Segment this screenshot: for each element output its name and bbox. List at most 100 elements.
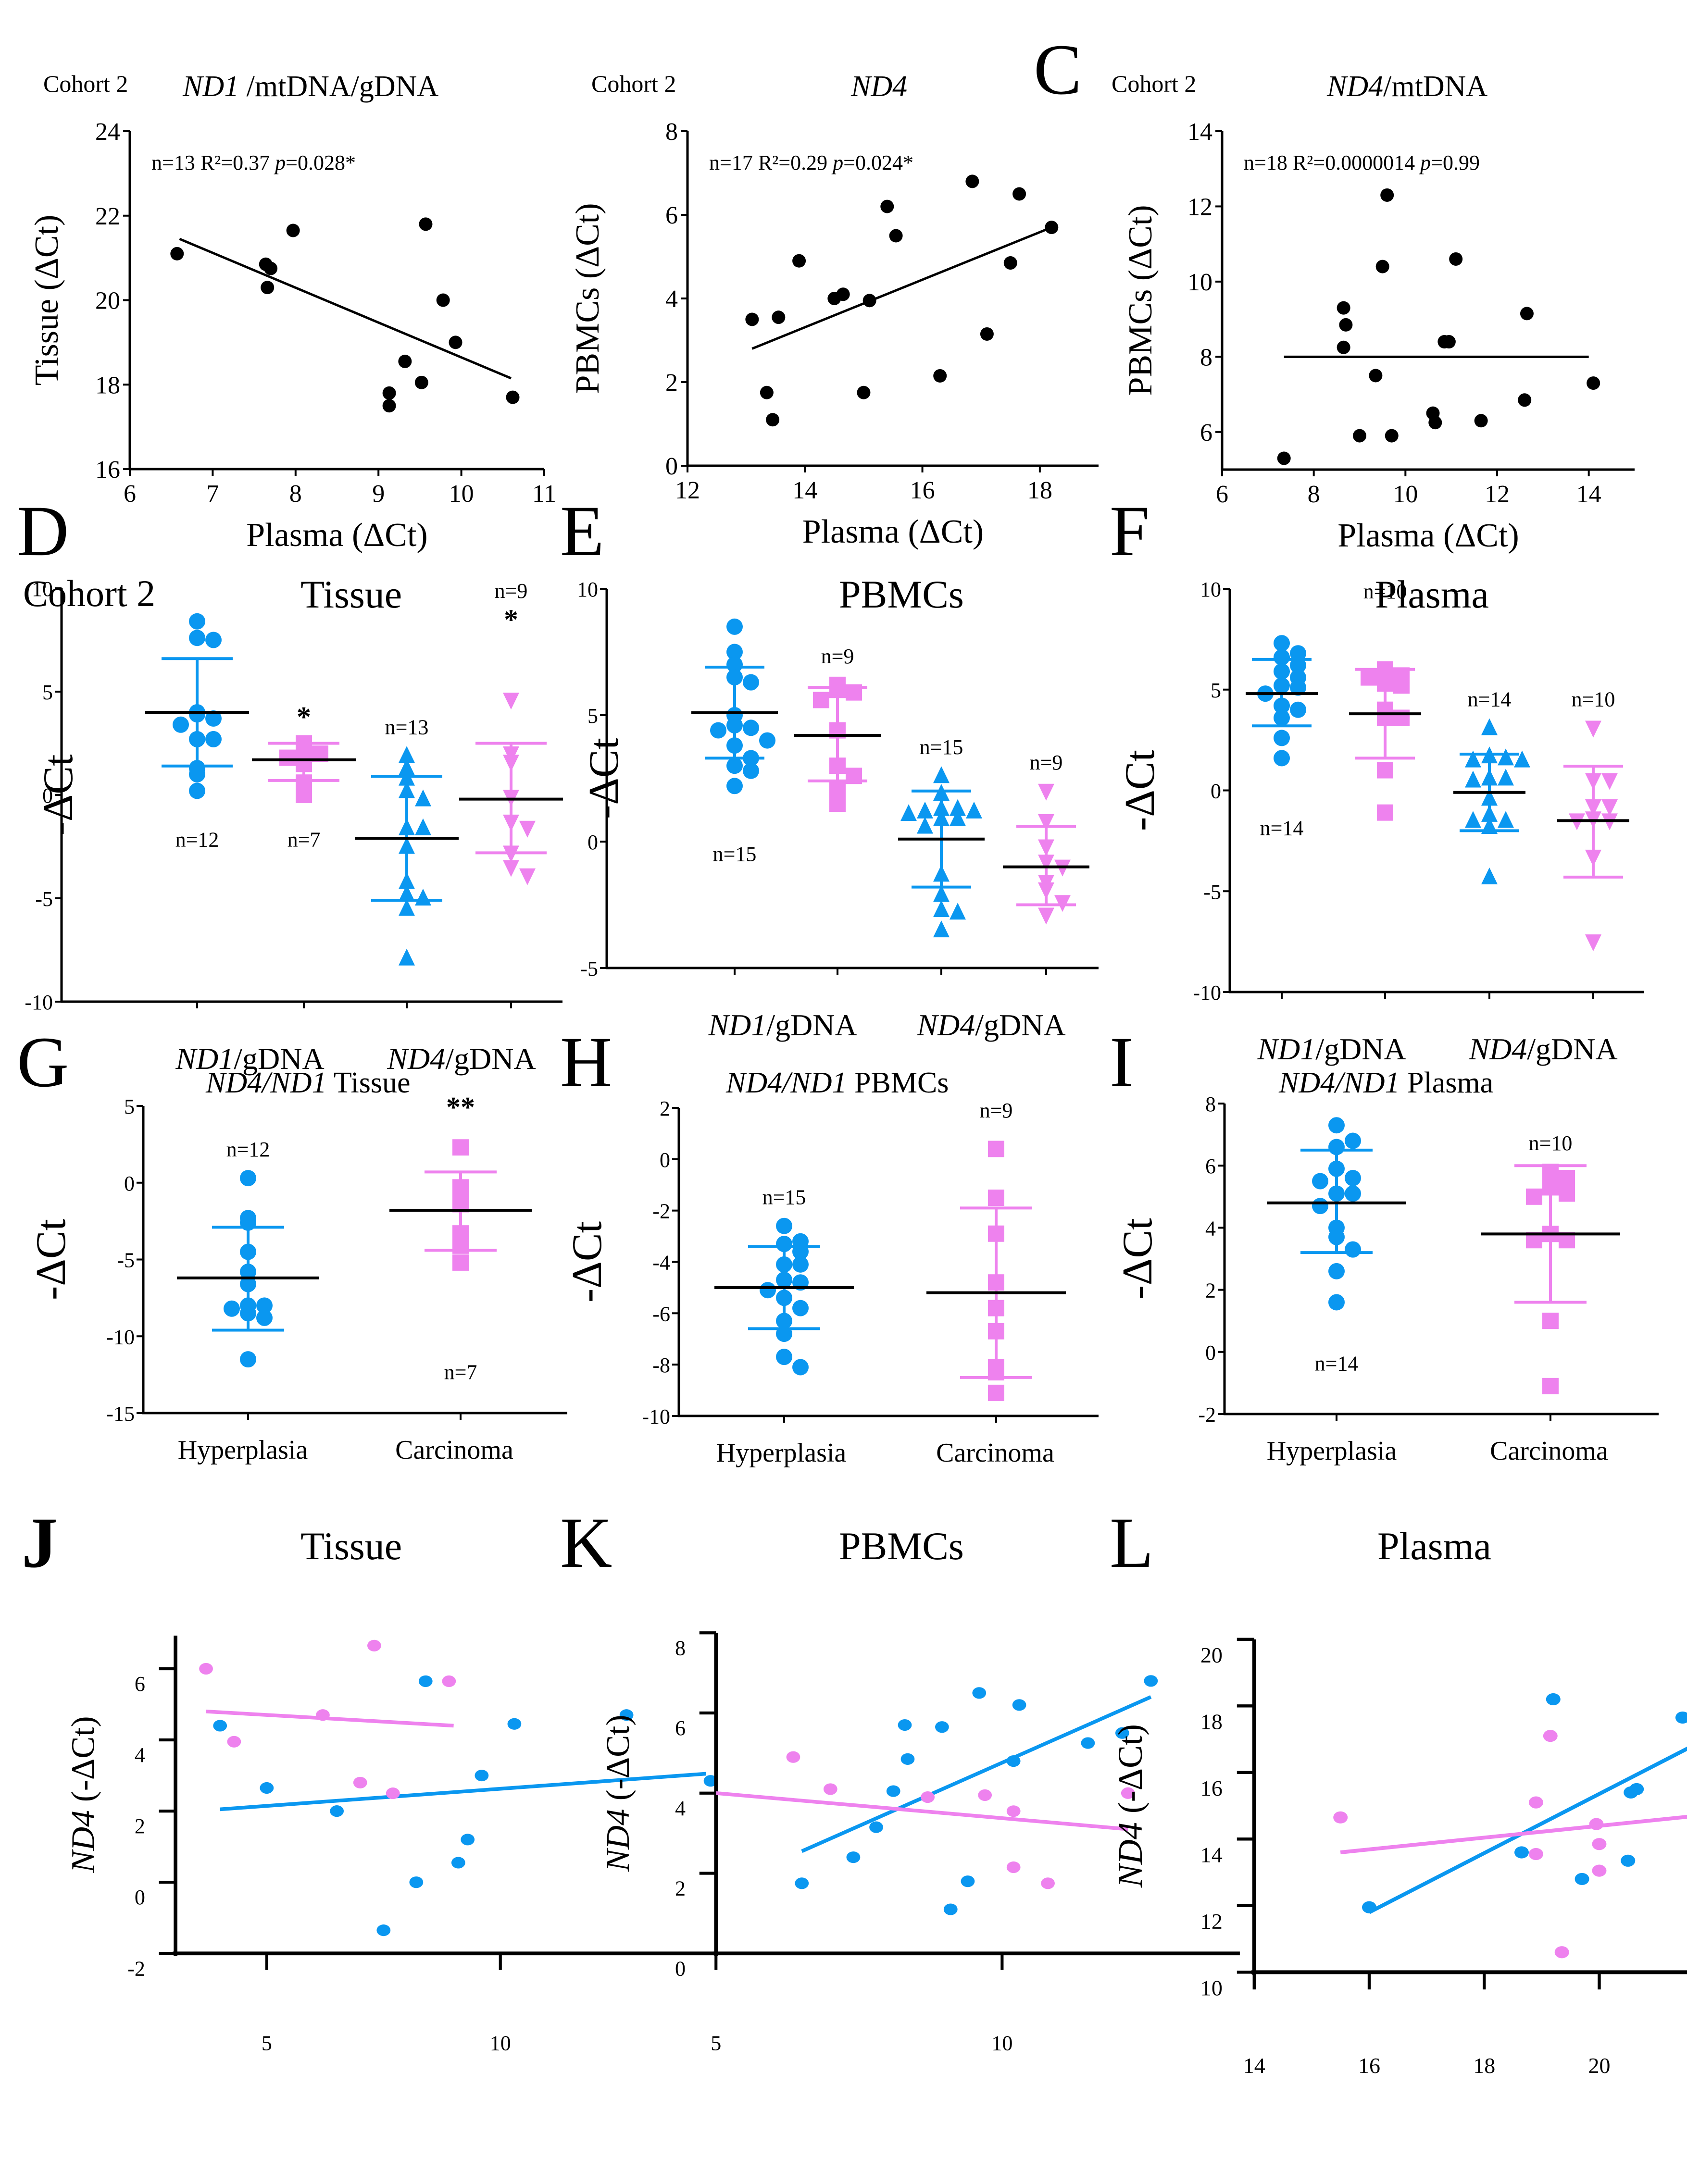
data-point-hyperplasia: [1629, 1783, 1644, 1796]
data-point: [889, 229, 903, 243]
data-point: [1474, 414, 1488, 428]
data-point-triangle-up: [933, 809, 950, 826]
data-point-triangle-up: [966, 801, 982, 819]
cohort-label: Cohort 2: [23, 572, 156, 614]
panel-label: C: [1034, 30, 1082, 110]
x-tick-label: 10: [991, 2032, 1012, 2055]
data-point: [286, 223, 300, 237]
scatter-chart-c: 6 8 10 12 14 6 8 10 12 14 Plasma (ΔCt) PBMCs (ΔCt) n…: [1122, 118, 1635, 554]
panel-title: Tissue: [300, 572, 402, 616]
panel-label: G: [17, 1022, 69, 1102]
y-axis-label: -ΔCt: [1114, 1218, 1161, 1299]
data-point-square: [829, 757, 846, 774]
x-axis-label: Plasma (ΔCt): [1337, 517, 1519, 554]
cohort-label: Cohort 2: [1112, 70, 1197, 97]
data-point-triangle-up: [415, 818, 431, 835]
data-point-circle: [759, 732, 775, 749]
data-point-triangle-down: [503, 693, 519, 710]
data-point-carcinoma: [386, 1787, 400, 1799]
data-point-carcinoma: [1554, 1946, 1569, 1959]
x-tick-label: 6: [124, 480, 136, 508]
significance-marker: **: [446, 1091, 475, 1123]
data-point-triangle-up: [1481, 789, 1498, 806]
n-label: n=7: [444, 1361, 477, 1384]
y-tick-label: 4: [665, 285, 678, 313]
data-point: [1442, 335, 1456, 349]
data-point-hyperplasia: [886, 1785, 900, 1797]
y-tick-label: 0: [1205, 1341, 1216, 1365]
data-point-triangle-up: [399, 818, 415, 835]
data-point-hyperplasia: [1006, 1755, 1021, 1767]
data-point-square: [1542, 1179, 1559, 1196]
data-point-square: [988, 1141, 1004, 1157]
data-point-square: [829, 780, 846, 797]
y-tick-label: 4: [1205, 1216, 1216, 1240]
data-point-circle: [776, 1217, 792, 1234]
x-tick-label: 11: [532, 480, 556, 508]
data-point-circle: [1290, 657, 1306, 674]
panel-label: D: [17, 491, 69, 571]
y-axis-label: -ΔCt: [35, 754, 82, 835]
x-tick-label: 10: [490, 2032, 511, 2055]
data-point-hyperplasia: [846, 1851, 861, 1863]
data-point: [1449, 252, 1463, 266]
data-point: [506, 390, 520, 404]
data-point-circle: [240, 1170, 256, 1187]
data-point-triangle-down: [1585, 934, 1601, 952]
data-point-hyperplasia: [475, 1770, 489, 1782]
data-point-carcinoma: [1006, 1805, 1021, 1817]
data-point-circle: [189, 782, 205, 799]
data-point-square: [296, 756, 312, 772]
data-point-circle: [240, 1276, 256, 1292]
data-point-triangle-up: [399, 781, 415, 798]
panel-k: K PBMCs 02468510ND1 (-ΔCt)ND4 (-ΔCt)n=15…: [553, 1507, 1240, 2184]
data-point-square: [296, 741, 312, 758]
data-point-hyperplasia: [376, 1924, 391, 1936]
data-point-circle: [240, 1214, 256, 1231]
y-tick-label: 10: [1200, 578, 1221, 601]
data-point-circle: [189, 613, 205, 630]
scatter-chart-b: 0 2 4 6 8 12 14 16 18 Plasma (ΔCt) PBMCs (ΔCt) n=17…: [569, 118, 1099, 550]
data-point-carcinoma: [1333, 1811, 1348, 1824]
data-point-hyperplasia: [409, 1876, 424, 1888]
data-point-circle: [726, 618, 743, 635]
data-point-circle: [776, 1349, 792, 1365]
y-tick-label: -4: [652, 1251, 670, 1275]
category-label: ND1/gDNA: [708, 1008, 857, 1042]
data-point-hyperplasia: [418, 1675, 433, 1687]
x-tick-label: 10: [449, 480, 474, 508]
data-point-triangle-down: [503, 860, 519, 877]
y-axis-label: Tissue (ΔCt): [28, 215, 65, 386]
regression-line-carcinoma: [715, 1791, 1128, 1831]
data-point-circle: [1274, 677, 1290, 694]
data-point-circle: [1328, 1185, 1345, 1202]
y-tick-label: 10: [32, 577, 53, 601]
n-label: n=9: [1030, 751, 1063, 774]
data-point-circle: [189, 766, 205, 782]
n-label: n=15: [762, 1186, 806, 1209]
data-point: [880, 199, 894, 213]
n-label: n=9: [980, 1099, 1013, 1122]
data-point-square: [988, 1384, 1004, 1401]
data-point: [862, 294, 876, 308]
y-tick-label: 5: [124, 1095, 135, 1118]
y-tick-label: 0: [1211, 780, 1221, 803]
data-point-circle: [256, 1309, 273, 1326]
data-point-triangle-up: [399, 769, 415, 786]
data-point-triangle-up: [933, 799, 950, 816]
dot-plot-f: 10 5 0 -5 -10 -ΔCt n=14 n=10 n=14 n=10 ND1/gDNA ND4…: [1117, 578, 1644, 1066]
data-point-carcinoma: [367, 1639, 381, 1651]
data-point-square: [1393, 677, 1410, 694]
data-point-triangle-up: [933, 865, 950, 882]
y-axis-label: ND4 (-ΔCt): [1111, 1724, 1150, 1888]
y-tick-label: -6: [652, 1302, 670, 1326]
panel-title: ND4/mtDNA: [1327, 70, 1488, 103]
data-point-circle: [743, 674, 759, 691]
x-tick-label: 16: [910, 477, 935, 504]
category-label: Carcinoma: [395, 1435, 513, 1465]
panel-a: Cohort 2 ND1 /mtDNA/gDNA 16 18 20 22 24 6 7 8 9 1…: [0, 0, 556, 554]
data-point-square: [829, 682, 846, 698]
data-point-carcinoma: [1589, 1818, 1604, 1830]
data-point-triangle-down: [1585, 799, 1601, 817]
data-point-hyperplasia: [1115, 1727, 1129, 1739]
